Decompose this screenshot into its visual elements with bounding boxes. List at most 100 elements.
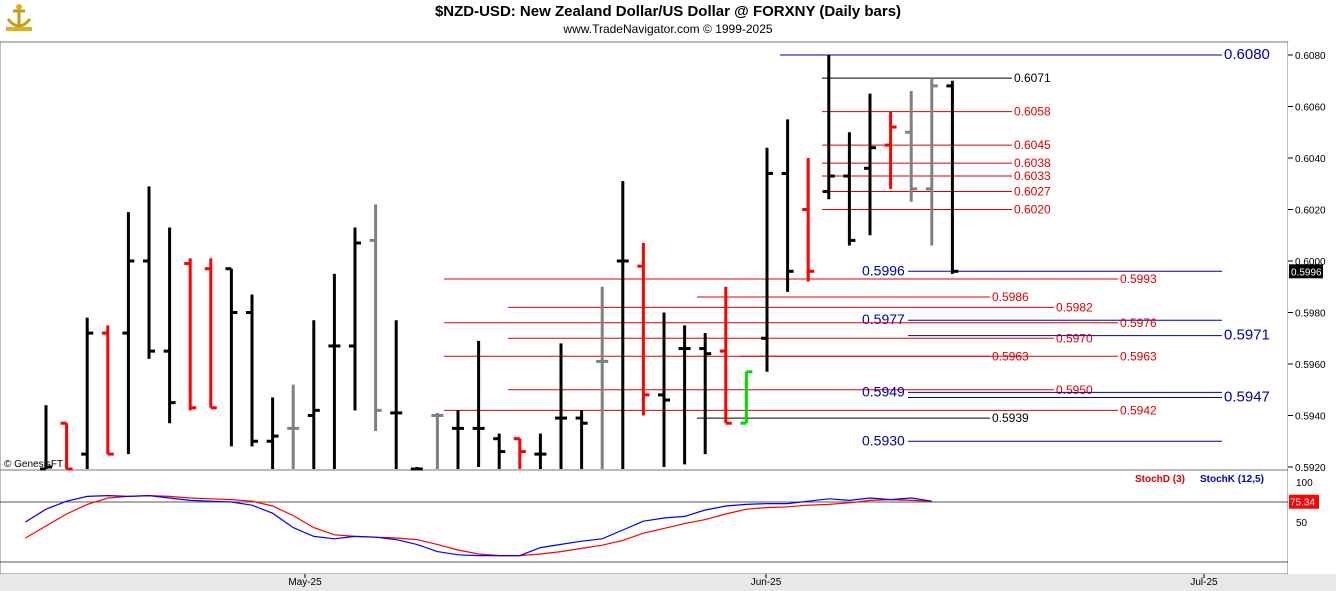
price-bar xyxy=(225,267,238,447)
price-bar xyxy=(946,80,959,274)
level-0.5930: 0.5930 xyxy=(862,432,1222,448)
price-bar xyxy=(349,227,361,411)
price-bar xyxy=(575,410,588,469)
x-tick-label: Jul-25 xyxy=(1190,577,1218,588)
y-tick-label: 0.5960 xyxy=(1295,360,1326,371)
price-bar xyxy=(163,227,176,424)
legend-stoch-d: StochD (3) xyxy=(1135,474,1185,485)
level-0.6080: 0.6080 xyxy=(780,46,1270,63)
last-price-box xyxy=(1289,264,1323,279)
price-bar xyxy=(204,258,217,410)
price-bar xyxy=(452,410,464,469)
price-bar xyxy=(884,111,897,189)
price-bar xyxy=(328,273,341,469)
level-0.6038: 0.6038 xyxy=(822,156,1051,170)
price-bar xyxy=(493,433,506,469)
stoch-y-tick-label: 100 xyxy=(1296,478,1313,489)
price-bar xyxy=(761,147,773,372)
level-0.6027: 0.6027 xyxy=(822,184,1051,198)
price-bar xyxy=(266,397,279,469)
price-bar xyxy=(555,343,567,469)
price-bar xyxy=(925,78,938,246)
legend-stoch-k: StochK (12,5) xyxy=(1200,474,1264,485)
level-label: 0.6045 xyxy=(1014,138,1051,152)
level-label: 0.5930 xyxy=(862,432,905,448)
level-0.5982: 0.5982 xyxy=(508,300,1093,314)
price-bar xyxy=(802,158,815,282)
x-tick-label: May-25 xyxy=(288,577,322,588)
price-bar xyxy=(246,294,258,447)
level-0.5942: 0.5942 xyxy=(444,403,1157,417)
price-bar xyxy=(390,320,403,469)
level-label: 0.5950 xyxy=(1056,383,1093,397)
price-bar xyxy=(184,258,197,411)
level-0.5976: 0.5976 xyxy=(444,316,1157,330)
level-label: 0.5939 xyxy=(992,411,1029,425)
y-tick-label: 0.5940 xyxy=(1295,412,1326,423)
y-tick-label: 0.6000 xyxy=(1295,257,1326,268)
level-0.6020: 0.6020 xyxy=(822,203,1051,217)
stoch-y-tick-label: 50 xyxy=(1296,518,1308,529)
price-bar xyxy=(81,317,94,469)
price-bar xyxy=(143,186,155,359)
level-label: 0.5993 xyxy=(1120,272,1157,286)
stoch-last-label: 75.34 xyxy=(1290,498,1315,509)
level-0.5963: 0.5963 xyxy=(740,349,1029,363)
price-bar xyxy=(307,320,320,469)
level-label: 0.6027 xyxy=(1014,184,1051,198)
level-0.5970: 0.5970 xyxy=(508,331,1093,345)
level-0.6071: 0.6071 xyxy=(822,71,1051,85)
ohlc-bars xyxy=(40,55,959,471)
chart-header: $NZD-USD: New Zealand Dollar/US Dollar @… xyxy=(0,0,1336,40)
level-0.5950: 0.5950 xyxy=(508,383,1093,397)
level-0.5993: 0.5993 xyxy=(444,272,1157,286)
level-label: 0.5986 xyxy=(992,290,1029,304)
price-bar xyxy=(122,212,135,455)
price-bar xyxy=(678,325,691,465)
level-label: 0.6058 xyxy=(1014,105,1051,119)
price-bar xyxy=(410,467,423,471)
price-bar xyxy=(369,204,382,431)
y-tick-label: 0.6040 xyxy=(1295,154,1326,165)
level-label: 0.6071 xyxy=(1014,71,1051,85)
stochastic-panel xyxy=(0,469,1289,575)
level-0.5949: 0.5949 xyxy=(862,383,1222,399)
level-0.6033: 0.6033 xyxy=(822,169,1051,183)
level-label: 0.5996 xyxy=(862,262,905,278)
right-axis xyxy=(1288,42,1336,574)
level-0.5971: 0.5971 xyxy=(908,327,1270,344)
time-axis xyxy=(0,574,1336,591)
watermark: © GenesisFT xyxy=(4,459,63,470)
y-tick-label: 0.6060 xyxy=(1295,103,1326,114)
level-label: 0.5982 xyxy=(1056,300,1093,314)
y-tick-label: 0.5980 xyxy=(1295,309,1326,320)
stoch-last-box xyxy=(1289,494,1319,509)
price-bar xyxy=(843,132,856,246)
level-label: 0.5963 xyxy=(1120,349,1157,363)
last-price-label: 0.5996 xyxy=(1291,267,1322,278)
price-bar xyxy=(431,412,444,469)
y-tick-label: 0.5920 xyxy=(1295,463,1326,474)
price-bar xyxy=(101,325,114,456)
price-bar xyxy=(740,370,753,425)
level-0.5986: 0.5986 xyxy=(697,290,1029,304)
y-tick-label: 0.6020 xyxy=(1295,206,1326,217)
price-bar xyxy=(658,312,670,467)
price-bar xyxy=(905,91,918,202)
price-bar xyxy=(596,286,609,469)
chart-title: $NZD-USD: New Zealand Dollar/US Dollar @… xyxy=(434,3,902,20)
price-bar xyxy=(472,340,485,467)
level-0.5996: 0.5996 xyxy=(862,262,1222,278)
price-bar xyxy=(513,437,526,469)
level-label: 0.6080 xyxy=(1224,46,1270,63)
date-axis-ticks: May-25 Jun-25 Jul-25 xyxy=(288,574,1218,588)
level-0.5947: 0.5947 xyxy=(908,388,1270,405)
price-bar xyxy=(287,384,300,469)
stoch-series-line xyxy=(25,494,932,557)
level-label: 0.5977 xyxy=(862,311,905,327)
price-bar xyxy=(781,119,794,292)
price-bar xyxy=(616,181,629,469)
price-bar xyxy=(719,286,732,425)
chart-subtitle: www.TradeNavigator.com © 1999-2025 xyxy=(563,22,773,36)
level-label: 0.6038 xyxy=(1014,156,1051,170)
